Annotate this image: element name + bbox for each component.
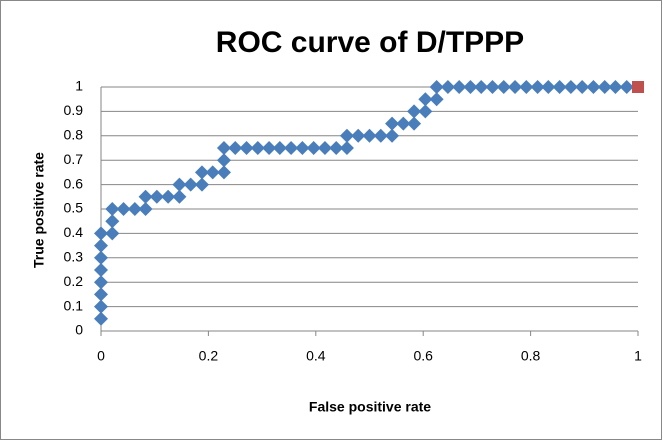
point — [519, 80, 534, 94]
point — [407, 116, 422, 131]
point — [194, 165, 209, 180]
y-tick-label: 0.5 — [64, 200, 84, 216]
x-tick-label: 0.6 — [413, 348, 433, 364]
y-tick-label: 0.3 — [64, 249, 84, 265]
point — [216, 165, 231, 180]
point — [329, 141, 344, 155]
point — [339, 128, 354, 143]
point — [306, 141, 321, 155]
point — [632, 81, 644, 93]
point — [127, 202, 142, 216]
point — [94, 263, 108, 277]
y-tick-label: 0.1 — [64, 297, 84, 313]
point — [530, 80, 545, 94]
point — [94, 238, 108, 253]
y-tick-label: 0.7 — [64, 151, 84, 167]
point — [362, 128, 377, 143]
point — [407, 104, 422, 119]
point — [105, 226, 120, 241]
x-tick-label: 0.8 — [521, 348, 541, 364]
point — [284, 141, 299, 155]
point — [317, 141, 332, 155]
point — [563, 80, 578, 94]
point — [239, 141, 254, 155]
point — [105, 202, 120, 216]
point — [161, 189, 176, 204]
y-tick-label: 0.2 — [64, 273, 84, 289]
point — [172, 177, 187, 192]
point — [508, 80, 523, 94]
point — [597, 80, 612, 94]
point — [94, 287, 108, 302]
point — [429, 80, 444, 94]
point — [385, 116, 400, 131]
x-tick-label: 0 — [97, 348, 105, 364]
point — [183, 177, 198, 192]
point — [172, 189, 187, 204]
point — [216, 153, 231, 168]
point — [552, 80, 567, 94]
point — [440, 80, 455, 94]
point — [272, 141, 287, 155]
point — [94, 311, 108, 326]
x-tick-label: 1 — [634, 348, 642, 364]
point — [463, 80, 478, 94]
y-tick-label: 0.6 — [64, 175, 84, 191]
point — [496, 80, 511, 94]
x-axis-title: False positive rate — [309, 399, 431, 415]
point — [105, 214, 120, 229]
point — [138, 189, 153, 204]
point — [94, 275, 108, 290]
point — [250, 141, 265, 155]
point — [351, 128, 366, 143]
point — [194, 177, 209, 192]
point — [429, 92, 444, 107]
point — [138, 202, 153, 216]
point — [385, 128, 400, 143]
point — [94, 226, 108, 241]
point — [373, 128, 388, 143]
point — [205, 165, 220, 180]
point — [396, 116, 411, 131]
y-tick-label: 0.9 — [64, 102, 84, 118]
point — [94, 250, 108, 265]
point — [418, 104, 433, 119]
point — [216, 141, 231, 155]
y-axis-title: True positive rate — [31, 152, 47, 268]
point — [474, 80, 489, 94]
point — [541, 80, 556, 94]
point — [262, 141, 277, 155]
point — [586, 80, 601, 94]
point — [116, 202, 131, 216]
point — [452, 80, 467, 94]
point — [339, 141, 354, 155]
point — [418, 92, 433, 107]
point — [228, 141, 243, 155]
x-tick-label: 0.2 — [199, 348, 219, 364]
y-tick-label: 1 — [75, 78, 83, 94]
point — [608, 80, 623, 94]
chart-title: ROC curve of D/TPPP — [216, 26, 524, 59]
point — [485, 80, 500, 94]
point — [149, 189, 164, 204]
x-tick-label: 0.4 — [306, 348, 326, 364]
y-tick-label: 0.8 — [64, 127, 84, 143]
point — [575, 80, 590, 94]
y-tick-label: 0 — [75, 322, 83, 338]
point — [295, 141, 310, 155]
y-tick-label: 0.4 — [64, 224, 84, 240]
point — [94, 299, 108, 314]
point — [619, 80, 634, 94]
